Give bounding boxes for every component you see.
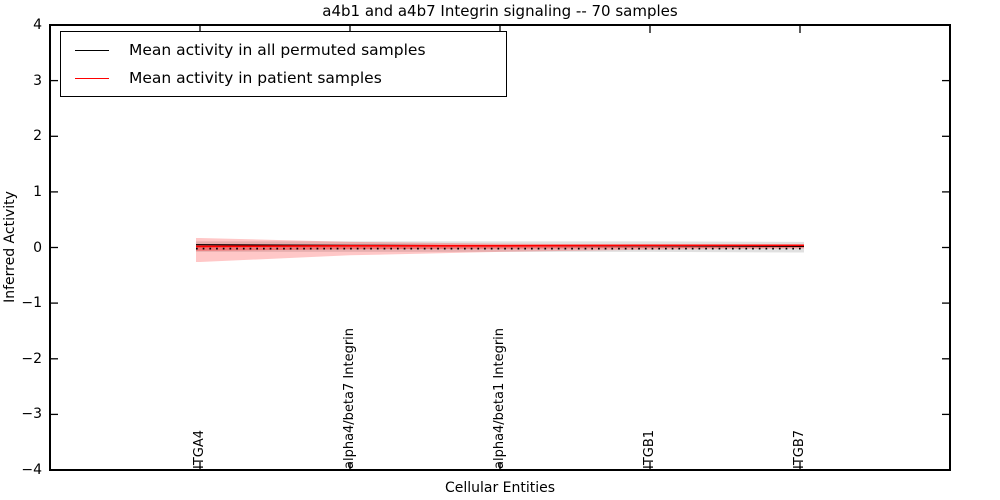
x-tick-label: alpha4/beta7 Integrin <box>342 327 357 469</box>
y-tick-label: 1 <box>33 183 42 200</box>
permuted-line-sample <box>75 49 109 51</box>
y-tick-label: −1 <box>21 295 42 312</box>
patient-line-sample <box>75 77 109 79</box>
legend-box: Mean activity in all permuted samples Me… <box>60 31 507 97</box>
band-permuted-samples-spread <box>196 241 804 253</box>
x-tick-label: ITGA4 <box>192 429 207 469</box>
y-tick-label: 3 <box>33 72 42 89</box>
axes-frame <box>49 24 951 471</box>
y-tick-label: −4 <box>21 462 42 478</box>
chart-title: a4b1 and a4b7 Integrin signaling -- 70 s… <box>322 2 678 20</box>
x-tick-label: ITGB7 <box>792 429 807 469</box>
legend-label-permuted: Mean activity in all permuted samples <box>129 41 426 59</box>
legend-row-permuted: Mean activity in all permuted samples <box>61 40 506 60</box>
legend-row-patient: Mean activity in patient samples <box>61 68 506 88</box>
y-tick-label: 2 <box>33 128 42 145</box>
y-tick-label: −3 <box>21 406 42 423</box>
y-tick-label: 0 <box>33 239 42 256</box>
legend-label-patient: Mean activity in patient samples <box>129 69 382 87</box>
x-tick-label: alpha4/beta1 Integrin <box>492 327 507 469</box>
y-tick-label: 4 <box>33 17 42 33</box>
x-tick-label: ITGB1 <box>642 429 657 469</box>
series-mean-activity-in-patient-samples <box>196 244 804 248</box>
band-patient-samples-spread-outer- <box>196 238 804 262</box>
y-tick-label: −2 <box>21 350 42 367</box>
x-axis-label: Cellular Entities <box>444 480 556 496</box>
